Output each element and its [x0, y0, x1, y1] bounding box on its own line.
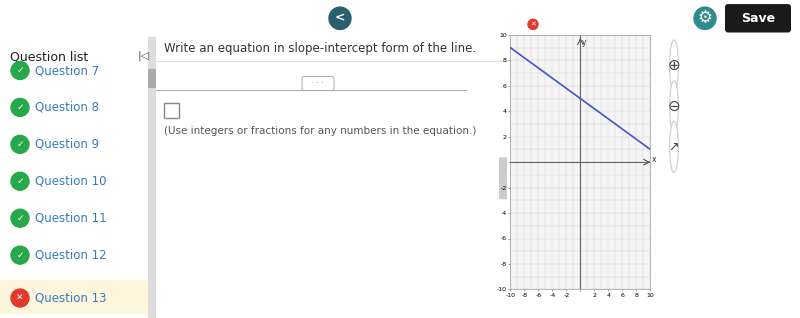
- Text: >: >: [460, 12, 470, 25]
- Text: (Use integers or fractions for any numbers in the equation.): (Use integers or fractions for any numbe…: [164, 126, 476, 136]
- Circle shape: [11, 135, 29, 153]
- Text: Question 9: Question 9: [35, 138, 99, 151]
- Circle shape: [670, 81, 678, 132]
- Text: ✓: ✓: [16, 103, 24, 112]
- Text: y: y: [582, 38, 586, 46]
- Circle shape: [11, 99, 29, 116]
- Text: Write an equation in slope-intercept form of the line.: Write an equation in slope-intercept for…: [164, 42, 476, 55]
- Text: |◁: |◁: [138, 51, 150, 61]
- Text: Points: 0 of 1: Points: 0 of 1: [542, 19, 606, 29]
- Bar: [148, 68, 156, 88]
- Circle shape: [11, 209, 29, 227]
- Bar: [0, 280, 148, 314]
- Text: Question 8: Question 8: [35, 101, 99, 114]
- Text: ✓: ✓: [16, 177, 24, 186]
- Text: · · ·: · · ·: [312, 80, 324, 86]
- Text: HW Score: 73.85%, 9.6 of 13 points: HW Score: 73.85%, 9.6 of 13 points: [530, 7, 703, 17]
- Circle shape: [11, 289, 29, 307]
- Text: Question 11: Question 11: [35, 212, 106, 225]
- Text: ✓: ✓: [16, 251, 24, 259]
- Text: ✕: ✕: [530, 21, 536, 27]
- Text: Save: Save: [741, 12, 775, 25]
- Text: 5.3 Slope-Intercept Form: 5.3 Slope-Intercept Form: [88, 12, 254, 25]
- Circle shape: [670, 40, 678, 91]
- Text: ✓: ✓: [16, 214, 24, 223]
- Circle shape: [329, 7, 351, 30]
- Circle shape: [11, 172, 29, 190]
- FancyBboxPatch shape: [302, 77, 334, 90]
- Circle shape: [11, 61, 29, 80]
- Text: ⊖: ⊖: [668, 99, 680, 114]
- Circle shape: [11, 246, 29, 264]
- FancyBboxPatch shape: [164, 103, 179, 118]
- Text: ✕: ✕: [16, 294, 24, 302]
- Text: Question 10: Question 10: [35, 175, 106, 188]
- Text: ⚙: ⚙: [698, 9, 713, 27]
- Text: Question 13: Question 13: [35, 292, 106, 305]
- FancyBboxPatch shape: [725, 4, 791, 32]
- FancyBboxPatch shape: [499, 157, 507, 199]
- Text: ✓: ✓: [16, 140, 24, 149]
- Text: ↗: ↗: [669, 141, 679, 153]
- Text: x: x: [652, 155, 656, 163]
- Bar: [148, 37, 156, 318]
- Text: Question list: Question list: [10, 51, 88, 64]
- Circle shape: [670, 121, 678, 172]
- Text: Question 12: Question 12: [35, 249, 106, 262]
- Text: Question 7: Question 7: [35, 64, 99, 77]
- Circle shape: [528, 19, 538, 30]
- Circle shape: [694, 7, 716, 30]
- Text: Question 13, *5.6.2: Question 13, *5.6.2: [362, 12, 490, 25]
- Text: Homework:: Homework:: [28, 12, 95, 25]
- Text: <: <: [334, 12, 346, 25]
- Text: ✓: ✓: [16, 66, 24, 75]
- Text: ⊕: ⊕: [668, 58, 680, 73]
